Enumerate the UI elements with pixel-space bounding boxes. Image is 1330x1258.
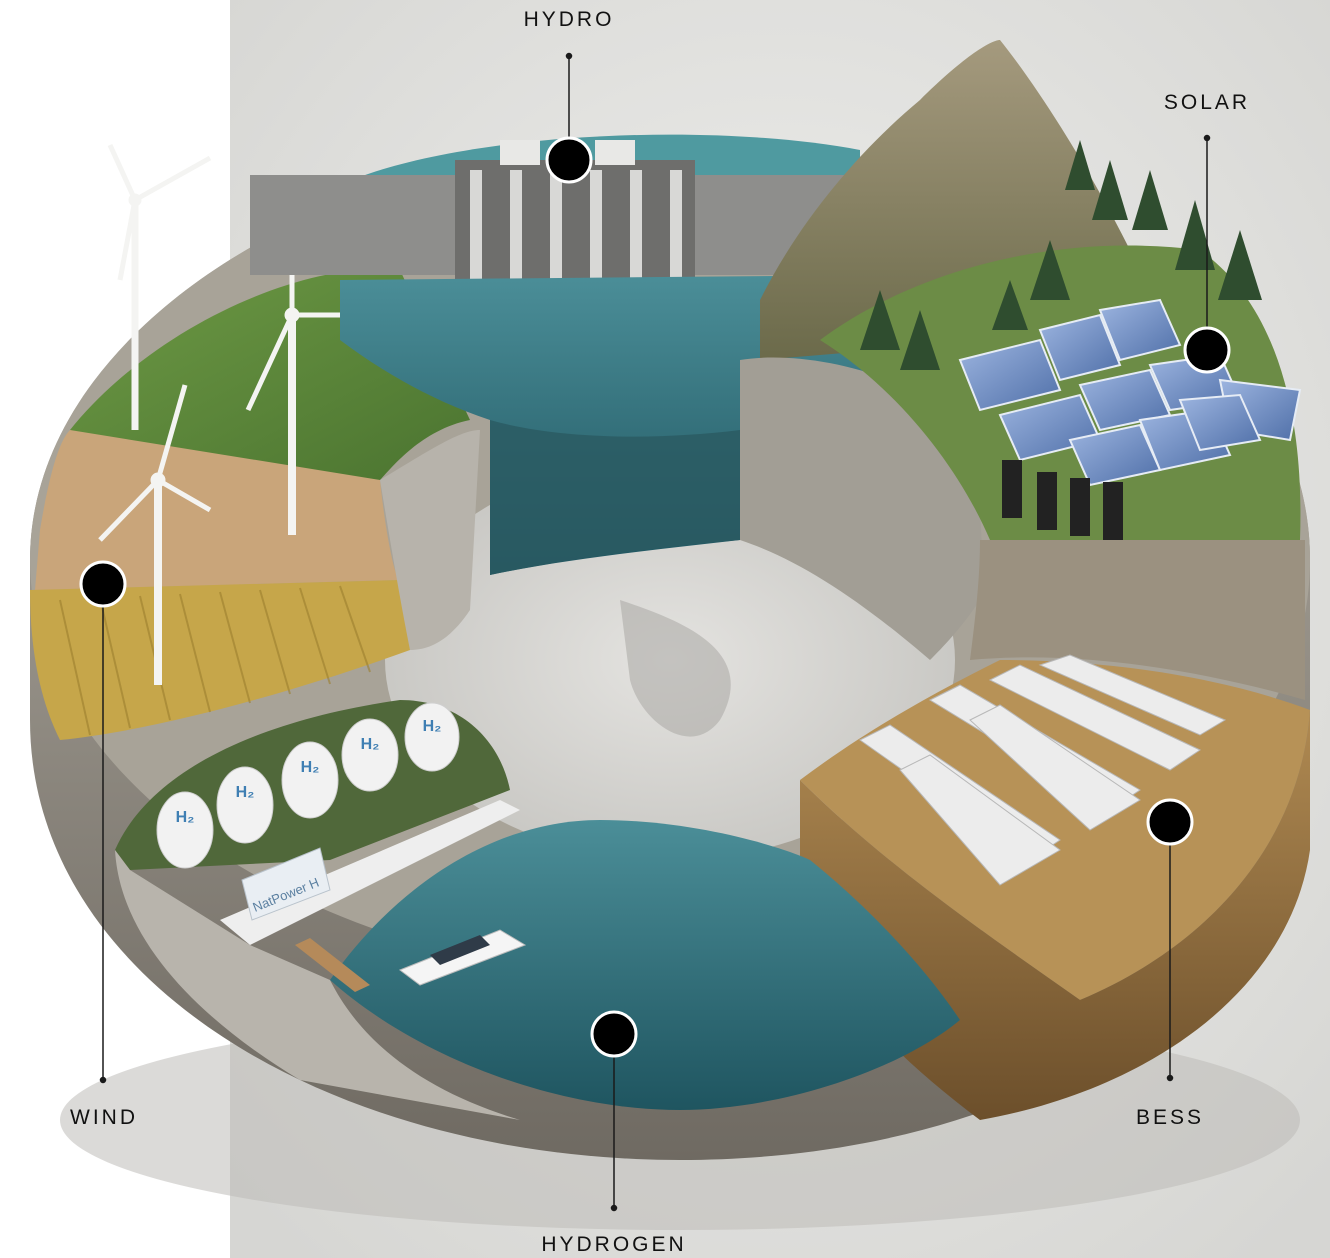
hydrogen-tank-icon [156, 702, 460, 869]
hydrogen-leader-end [610, 1204, 618, 1212]
crop-rows [59, 585, 371, 736]
hydro-leader-end [565, 52, 573, 60]
hydro-section [250, 134, 880, 575]
markers [79, 136, 1231, 1058]
bess-marker[interactable] [1146, 798, 1194, 846]
leader-lines [99, 52, 1211, 1212]
wind-marker[interactable] [79, 560, 127, 608]
bess-label[interactable]: BESS [1135, 1106, 1205, 1129]
pier [295, 938, 370, 992]
hydro-rock-wall [490, 420, 740, 575]
solar-leader-end [1203, 134, 1211, 142]
wind-turbine-icon [107, 143, 212, 430]
boat-icon [398, 929, 527, 986]
bess-leader-end [1166, 1074, 1174, 1082]
forest-trees [860, 140, 1262, 370]
battery-container-icon [859, 654, 1227, 886]
hydrogen-marker[interactable] [590, 1010, 638, 1058]
tank-label: H₂ [301, 759, 320, 776]
tank-label: H₂ [176, 809, 195, 826]
solar-label[interactable]: SOLAR [1163, 91, 1251, 114]
hydrogen-cliff [115, 850, 520, 1120]
hydro-label[interactable]: HYDRO [523, 8, 615, 31]
wind-leader-end [99, 1076, 107, 1084]
hydro-marker[interactable] [545, 136, 593, 184]
wind-gravel-field [35, 430, 400, 590]
inverter-units [1002, 460, 1123, 540]
solar-marker[interactable] [1183, 326, 1231, 374]
hydrogen-dock-slab [220, 800, 520, 945]
wind-crop-field [30, 580, 410, 740]
solar-panel-icon [958, 298, 1302, 487]
solar-rock-face [740, 357, 982, 660]
hydro-water-pool [340, 275, 880, 575]
tank-label: H₂ [236, 784, 255, 801]
hydrogen-water [330, 820, 960, 1110]
wind-cliff-face [380, 430, 480, 650]
hydrogen-section: H₂ H₂ H₂ H₂ H₂ NatPower H [115, 700, 960, 1120]
wind-label[interactable]: WIND [70, 1106, 138, 1129]
tank-label: H₂ [361, 736, 380, 753]
inner-shadow [620, 600, 731, 737]
solar-soil-wall [970, 540, 1305, 700]
tank-label: H₂ [423, 718, 442, 735]
hydrogen-label[interactable]: HYDROGEN [541, 1233, 687, 1256]
solar-section [740, 40, 1305, 700]
wind-turbine-icon [98, 384, 212, 685]
